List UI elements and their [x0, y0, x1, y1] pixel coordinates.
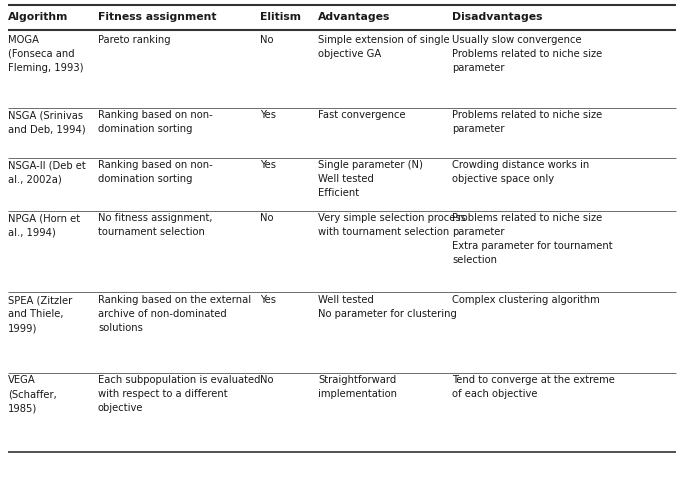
Text: and Thiele,: and Thiele,	[8, 309, 64, 319]
Text: Straightforward: Straightforward	[318, 375, 396, 385]
Text: Fitness assignment: Fitness assignment	[98, 12, 217, 22]
Text: al., 1994): al., 1994)	[8, 227, 56, 237]
Text: domination sorting: domination sorting	[98, 124, 192, 134]
Text: Single parameter (N): Single parameter (N)	[318, 160, 423, 170]
Text: No fitness assignment,: No fitness assignment,	[98, 213, 213, 223]
Text: Problems related to niche size: Problems related to niche size	[452, 213, 602, 223]
Text: al., 2002a): al., 2002a)	[8, 174, 62, 184]
Text: parameter: parameter	[452, 227, 505, 237]
Text: 1999): 1999)	[8, 323, 38, 333]
Text: of each objective: of each objective	[452, 389, 538, 399]
Text: MOGA: MOGA	[8, 35, 39, 45]
Text: objective: objective	[98, 403, 144, 413]
Text: parameter: parameter	[452, 124, 505, 134]
Text: Very simple selection process: Very simple selection process	[318, 213, 466, 223]
Text: Each subpopulation is evaluated: Each subpopulation is evaluated	[98, 375, 261, 385]
Text: (Fonseca and: (Fonseca and	[8, 49, 75, 59]
Text: Problems related to niche size: Problems related to niche size	[452, 110, 602, 120]
Text: Well tested: Well tested	[318, 174, 374, 184]
Text: 1985): 1985)	[8, 403, 37, 413]
Text: Extra parameter for tournament: Extra parameter for tournament	[452, 241, 613, 251]
Text: Disadvantages: Disadvantages	[452, 12, 542, 22]
Text: Tend to converge at the extreme: Tend to converge at the extreme	[452, 375, 615, 385]
Text: tournament selection: tournament selection	[98, 227, 205, 237]
Text: Yes: Yes	[260, 160, 276, 170]
Text: NPGA (Horn et: NPGA (Horn et	[8, 213, 80, 223]
Text: Simple extension of single: Simple extension of single	[318, 35, 449, 45]
Text: Yes: Yes	[260, 110, 276, 120]
Text: Advantages: Advantages	[318, 12, 391, 22]
Text: Problems related to niche size: Problems related to niche size	[452, 49, 602, 59]
Text: Yes: Yes	[260, 295, 276, 305]
Text: Well tested: Well tested	[318, 295, 374, 305]
Text: with respect to a different: with respect to a different	[98, 389, 228, 399]
Text: No: No	[260, 375, 274, 385]
Text: and Deb, 1994): and Deb, 1994)	[8, 124, 86, 134]
Text: objective GA: objective GA	[318, 49, 381, 59]
Text: solutions: solutions	[98, 323, 143, 333]
Text: parameter: parameter	[452, 63, 505, 73]
Text: (Schaffer,: (Schaffer,	[8, 389, 57, 399]
Text: NSGA-II (Deb et: NSGA-II (Deb et	[8, 160, 86, 170]
Text: Ranking based on non-: Ranking based on non-	[98, 110, 213, 120]
Text: archive of non-dominated: archive of non-dominated	[98, 309, 227, 319]
Text: Usually slow convergence: Usually slow convergence	[452, 35, 581, 45]
Text: Algorithm: Algorithm	[8, 12, 68, 22]
Text: Crowding distance works in: Crowding distance works in	[452, 160, 589, 170]
Text: Fast convergence: Fast convergence	[318, 110, 406, 120]
Text: Fleming, 1993): Fleming, 1993)	[8, 63, 83, 73]
Text: with tournament selection: with tournament selection	[318, 227, 449, 237]
Text: SPEA (Zitzler: SPEA (Zitzler	[8, 295, 73, 305]
Text: Elitism: Elitism	[260, 12, 301, 22]
Text: Complex clustering algorithm: Complex clustering algorithm	[452, 295, 600, 305]
Text: Ranking based on non-: Ranking based on non-	[98, 160, 213, 170]
Text: objective space only: objective space only	[452, 174, 554, 184]
Text: No: No	[260, 35, 274, 45]
Text: No parameter for clustering: No parameter for clustering	[318, 309, 457, 319]
Text: VEGA: VEGA	[8, 375, 36, 385]
Text: No: No	[260, 213, 274, 223]
Text: selection: selection	[452, 255, 497, 265]
Text: domination sorting: domination sorting	[98, 174, 192, 184]
Text: Ranking based on the external: Ranking based on the external	[98, 295, 251, 305]
Text: implementation: implementation	[318, 389, 397, 399]
Text: Pareto ranking: Pareto ranking	[98, 35, 170, 45]
Text: NSGA (Srinivas: NSGA (Srinivas	[8, 110, 83, 120]
Text: Efficient: Efficient	[318, 188, 359, 198]
